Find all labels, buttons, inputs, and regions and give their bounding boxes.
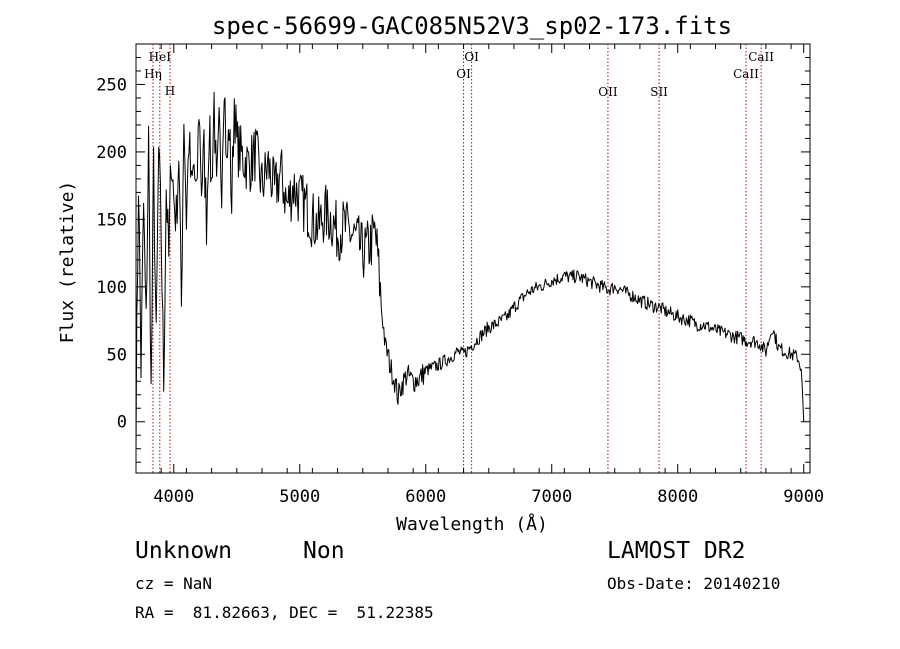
y-tick-label: 50 [107, 345, 127, 365]
y-tick-label: 150 [96, 210, 127, 230]
spectral-line-label: H [165, 84, 175, 98]
spectrum-chart: spec-56699-GAC085N52V3_sp02-173.fits HeI… [57, 12, 824, 535]
spectral-line-label: CaII [733, 67, 759, 81]
object-type: Unknown [135, 538, 232, 564]
spectral-line-label: OII [598, 85, 618, 99]
redshift-label: cz = NaN [135, 574, 213, 593]
spectral-line-label: SII [650, 85, 668, 99]
y-tick-label: 200 [96, 143, 127, 163]
y-axis-label: Flux (relative) [57, 181, 78, 344]
survey-name: LAMOST DR2 [607, 538, 746, 564]
spectral-line-label: OI [464, 50, 479, 64]
spectral-line-label: OI [456, 67, 471, 81]
plot-frame [135, 43, 811, 474]
x-tick-label: 5000 [279, 487, 320, 507]
y-tick-label: 100 [96, 278, 127, 298]
axis-ticks: 4000 5000 6000 7000 8000 9000 0 50 100 150 200 250 [96, 43, 824, 507]
x-tick-label: 9000 [783, 487, 824, 507]
y-tick-label: 0 [117, 413, 127, 433]
x-axis-label: Wavelength (Å) [396, 513, 548, 535]
x-tick-label: 4000 [153, 487, 194, 507]
y-tick-label: 250 [96, 75, 127, 95]
x-tick-label: 8000 [657, 487, 698, 507]
coordinates: RA = 81.82663, DEC = 51.22385 [135, 603, 434, 622]
spectral-line-label: Hη [144, 67, 162, 81]
spectral-line-label: CaII [748, 50, 774, 64]
spectral-line-markers: HeI HηH OI OI OII SII CaII CaII [144, 44, 774, 473]
spectral-line-label: HeI [149, 50, 172, 64]
x-tick-label: 7000 [531, 487, 572, 507]
x-tick-label: 6000 [405, 487, 446, 507]
object-class: Non [303, 538, 345, 564]
chart-title: spec-56699-GAC085N52V3_sp02-173.fits [212, 12, 732, 40]
spectrum-line [135, 91, 805, 452]
observation-date: Obs-Date: 20140210 [607, 574, 781, 593]
